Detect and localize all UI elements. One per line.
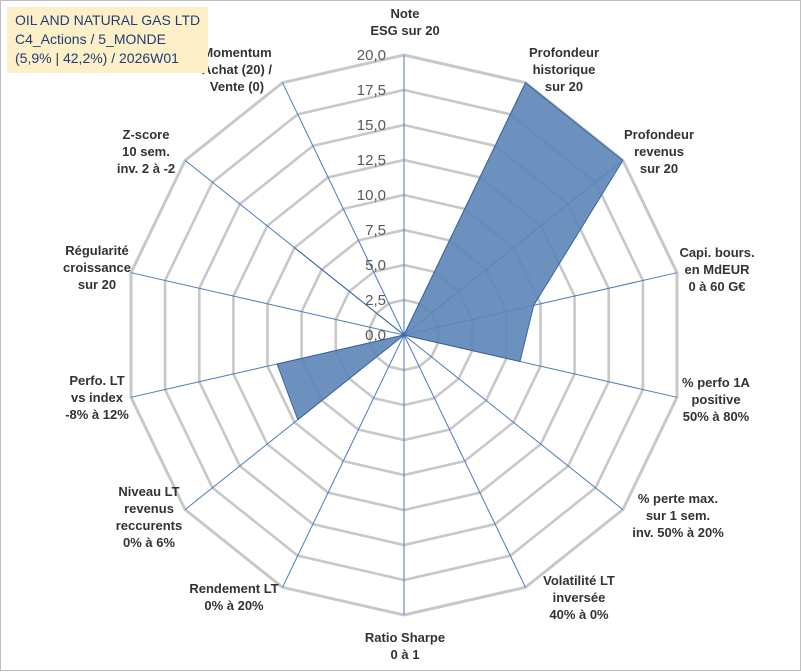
axis-label-line: en MdEUR [685, 262, 751, 277]
radar-series [276, 82, 624, 421]
axis-label-line: Niveau LT [118, 484, 179, 499]
axis-label: Ratio Sharpe 0 à 1 [365, 630, 445, 662]
tick-label: 5,0 [365, 257, 386, 274]
axis-label: Profondeur historique sur 20 [529, 45, 599, 94]
axis-label-line: inversée [553, 590, 606, 605]
axis-label: Perfo. LT vs index -8% à 12% [65, 373, 129, 422]
axis-labels: Note ESG sur 20 Profondeur historique sur 20… [63, 6, 755, 662]
fund-category: C4_Actions / 5_MONDE [15, 31, 166, 47]
axis-label-line: sur 20 [545, 79, 583, 94]
axis-label-line: historique [533, 62, 596, 77]
tick-label: 0,0 [365, 327, 386, 344]
axis-label-line: 0% à 6% [123, 535, 175, 550]
tick-label: 15,0 [357, 117, 386, 134]
axis-label-line: Capi. bours. [679, 245, 754, 260]
axis-label-line: 0 à 60 G€ [688, 279, 745, 294]
axis-label-line: 40% à 0% [549, 607, 609, 622]
radial-tick-labels: 0,0 2,5 5,0 7,5 10,0 12,5 15,0 17,5 20,0 [357, 47, 386, 344]
axis-label-line: ESG sur 20 [370, 23, 439, 38]
axis-label-line: revenus [124, 501, 174, 516]
axis-label: Z-score 10 sem. inv. 2 à -2 [117, 127, 175, 176]
axis-label: Volatilité LT inversée 40% à 0% [543, 573, 615, 622]
axis-label: Profondeur revenus sur 20 [624, 127, 694, 176]
axis-label-line: Perfo. LT [69, 373, 124, 388]
axis-label-line: Vente (0) [210, 79, 264, 94]
axis-label-line: sur 20 [78, 277, 116, 292]
axis-label-line: inv. 50% à 20% [632, 525, 724, 540]
axis-label: % perfo 1A positive 50% à 80% [682, 375, 751, 424]
tick-label: 7,5 [365, 222, 386, 239]
axis-label-line: Profondeur [529, 45, 599, 60]
tick-label: 17,5 [357, 82, 386, 99]
tick-label: 12,5 [357, 152, 386, 169]
axis-label-line: % perfo 1A [682, 375, 751, 390]
axis-label-line: Rendement LT [189, 581, 278, 596]
axis-label-line: reccurents [116, 518, 182, 533]
company-info-box: OIL AND NATURAL GAS LTD C4_Actions / 5_M… [7, 7, 209, 73]
company-name: OIL AND NATURAL GAS LTD [15, 12, 201, 28]
axis-label-line: % perte max. [638, 491, 718, 506]
axis-label-line: Régularité [65, 243, 129, 258]
axis-label-line: Z-score [123, 127, 170, 142]
axis-label: Régularité croissance sur 20 [63, 243, 131, 292]
series-area [276, 82, 624, 421]
axis-label-line: Note [391, 6, 420, 21]
axis-label-line: positive [691, 392, 740, 407]
axis-label-line: 0% à 20% [204, 598, 264, 613]
axis-label-line: inv. 2 à -2 [117, 161, 175, 176]
axis-label-line: sur 1 sem. [646, 508, 710, 523]
axis-spoke [403, 334, 526, 588]
tick-label: 20,0 [357, 47, 386, 64]
axis-spoke [403, 334, 624, 510]
weights-period: (5,9% | 42,2%) / 2026W01 [15, 50, 179, 66]
axis-label-line: Ratio Sharpe [365, 630, 445, 645]
axis-label: Momentum Achat (20) / Vente (0) [202, 45, 272, 94]
axis-label-line: sur 20 [640, 161, 678, 176]
axis-label-line: Profondeur [624, 127, 694, 142]
axis-label-line: revenus [634, 144, 684, 159]
axis-label: Capi. bours. en MdEUR 0 à 60 G€ [679, 245, 754, 294]
axis-label: Rendement LT 0% à 20% [189, 581, 278, 613]
axis-spoke [282, 82, 405, 336]
axis-label: % perte max. sur 1 sem. inv. 50% à 20% [632, 491, 724, 540]
axis-label-line: vs index [71, 390, 124, 405]
axis-label-line: croissance [63, 260, 131, 275]
axis-label-line: Volatilité LT [543, 573, 615, 588]
axis-spoke [282, 334, 405, 588]
tick-label: 2,5 [365, 292, 386, 309]
tick-label: 10,0 [357, 187, 386, 204]
axis-spoke [130, 272, 405, 336]
axis-label-line: -8% à 12% [65, 407, 129, 422]
axis-label: Note ESG sur 20 [370, 6, 439, 38]
axis-label-line: Momentum [202, 45, 271, 60]
axis-label-line: 0 à 1 [391, 647, 420, 662]
axis-label-line: Achat (20) / [202, 62, 272, 77]
axis-label: Niveau LT revenus reccurents 0% à 6% [116, 484, 182, 550]
axis-label-line: 10 sem. [122, 144, 170, 159]
axis-label-line: 50% à 80% [683, 409, 750, 424]
